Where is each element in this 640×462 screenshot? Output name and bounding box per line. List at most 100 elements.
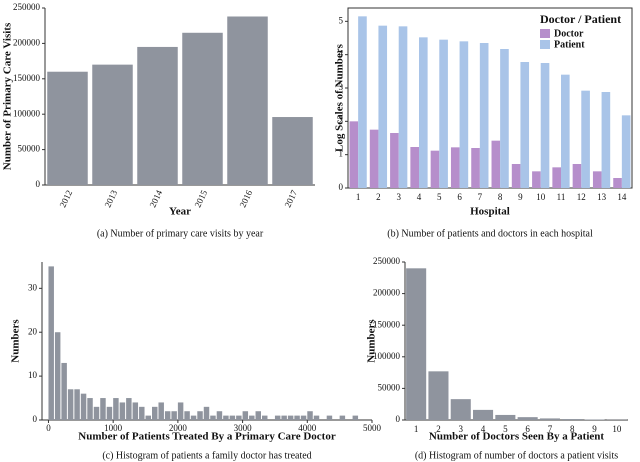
histogram-bar [274, 415, 281, 420]
y-tick-label: 200000 [13, 37, 41, 47]
y-tick-label: 30 [28, 282, 38, 292]
x-tick-label: 7 [478, 192, 483, 202]
histogram-bar [158, 402, 164, 420]
histogram-bar [294, 415, 300, 420]
bar [137, 46, 178, 185]
y-tick-label: 0 [33, 414, 38, 424]
histogram-bar [93, 406, 100, 420]
y-tick-label: 10 [28, 370, 38, 380]
x-tick-label: 14 [617, 192, 627, 202]
histogram-bar [48, 266, 54, 420]
bar [584, 419, 605, 420]
histogram-bar [203, 406, 210, 420]
x-tick-label: 1 [414, 424, 419, 434]
x-tick-label: 7 [548, 424, 553, 434]
caption: (b) Number of patients and doctors in ea… [387, 228, 593, 239]
y-tick-label: 2 [339, 115, 344, 125]
y-tick-label: 150000 [373, 319, 401, 329]
legend-swatch [540, 40, 550, 49]
bar [92, 64, 133, 185]
x-tick-label: 8 [570, 424, 575, 434]
y-tick-label: 0 [339, 182, 344, 192]
bar [495, 414, 516, 420]
x-tick-label: 6 [457, 192, 462, 202]
x-tick-label: 13 [597, 192, 607, 202]
bar [419, 37, 428, 189]
bar [47, 71, 88, 185]
histogram-bar [113, 398, 119, 420]
bar [406, 268, 427, 420]
histogram-bar [139, 406, 145, 420]
histogram-bar [262, 415, 268, 420]
bar [592, 171, 602, 188]
bar [450, 147, 460, 188]
y-tick-label: 50000 [378, 382, 401, 392]
histogram-bar [300, 415, 307, 420]
bar [532, 171, 541, 188]
x-tick-label: 5 [503, 424, 508, 434]
bar [517, 417, 538, 420]
histogram-bar [74, 389, 80, 420]
bar [473, 409, 494, 420]
histogram-bar [313, 415, 320, 420]
histogram-bar [210, 415, 216, 420]
bar [471, 148, 480, 188]
x-tick-label: 1000 [104, 423, 123, 433]
histogram-bar [171, 411, 177, 420]
y-tick-label: 200000 [373, 288, 401, 298]
y-tick-label: 250000 [373, 256, 401, 266]
bar [369, 129, 379, 188]
x-tick-label: 2 [436, 424, 441, 434]
x-tick-label: 2 [376, 192, 381, 202]
y-tick-label: 1 [339, 149, 344, 159]
x-tick-label: 3 [459, 424, 464, 434]
x-tick-label: 2013 [103, 188, 120, 209]
y-tick-label: 100000 [373, 351, 401, 361]
y-tick-label: 20 [28, 326, 38, 336]
x-tick-label: 11 [557, 192, 566, 202]
caption: (a) Number of primary care visits by yea… [97, 228, 264, 239]
histogram-bar [307, 411, 313, 420]
histogram-bar [229, 415, 236, 420]
plot-frame [347, 7, 633, 189]
x-tick-label: 2015 [193, 188, 210, 209]
histogram-bar [61, 362, 67, 420]
bar [539, 418, 560, 420]
histogram-bar [287, 415, 294, 420]
x-axis-label: Year [169, 206, 191, 218]
histogram-bar [54, 332, 61, 420]
histogram-bar [145, 415, 151, 420]
y-axis-label: Number of Primary Care Visits [2, 22, 14, 170]
bar [459, 41, 469, 189]
x-tick-label: 0 [46, 423, 51, 433]
x-tick-label: 4 [417, 192, 422, 202]
x-tick-label: 2014 [148, 188, 165, 209]
y-axis-label: Numbers [10, 319, 22, 363]
y-tick-label: 250000 [13, 2, 41, 12]
histogram-bar [152, 406, 158, 420]
histogram-bar [67, 389, 74, 420]
y-tick-label: 150000 [13, 73, 41, 83]
bar [613, 178, 622, 188]
bar [581, 90, 590, 188]
x-axis-label: Number of Patients Treated By a Primary … [78, 431, 336, 443]
bar [552, 167, 561, 188]
x-tick-label: 9 [518, 192, 523, 202]
bar [540, 63, 550, 188]
bar [511, 164, 521, 188]
caption: (d) Histogram of number of doctors a pat… [415, 450, 618, 461]
x-tick-label: 2012 [58, 188, 75, 209]
histogram-bar [242, 411, 249, 420]
y-tick-label: 4 [339, 49, 344, 59]
histogram-bar [106, 406, 113, 420]
legend-swatch [540, 29, 550, 38]
x-tick-label: 2000 [169, 423, 188, 433]
bar [601, 92, 611, 188]
bar [561, 74, 570, 188]
histogram-bar [249, 415, 255, 420]
x-tick-label: 3000 [234, 423, 253, 433]
x-tick-label: 2017 [283, 188, 300, 209]
bar [398, 26, 408, 189]
bar [227, 16, 268, 185]
